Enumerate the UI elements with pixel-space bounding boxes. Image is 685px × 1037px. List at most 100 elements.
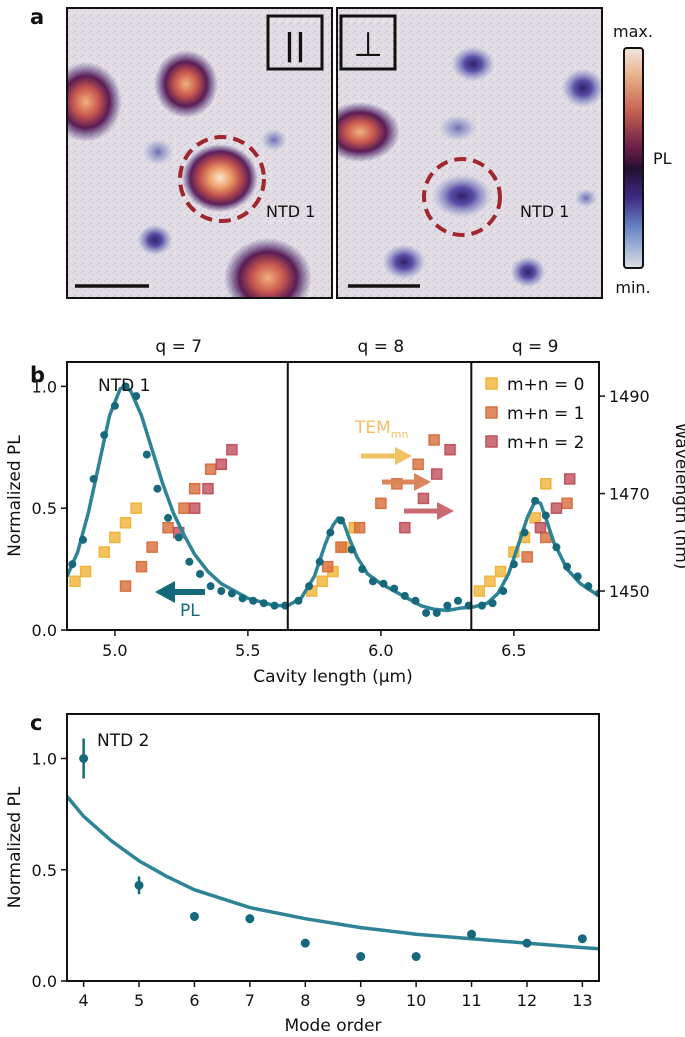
y-tick-label: 0.5: [32, 861, 57, 880]
wavelength-point-m0: [119, 517, 132, 529]
pl-data-point: [249, 596, 258, 605]
panel-c-frame: [66, 713, 600, 982]
pl-data-point: [573, 572, 582, 581]
x-axis-label: Cavity length (µm): [253, 667, 412, 687]
x-tick-label: 6.0: [368, 641, 393, 660]
wavelength-point-m2: [534, 521, 547, 534]
pl-data-point: [206, 582, 215, 591]
pl-data-point: [477, 601, 486, 610]
pl-map-perpendicular: [336, 7, 603, 299]
y-tick-label: 0.0: [32, 972, 57, 991]
y-tick-label: 1.0: [32, 750, 57, 769]
pl-data-point: [411, 596, 420, 605]
data-point: [577, 934, 587, 944]
wavelength-point-m0: [529, 512, 541, 524]
mode-arrow-head-0: [395, 447, 412, 465]
fit-curve: [67, 795, 599, 951]
pl-data-point: [174, 533, 183, 542]
x-tick-label: 10: [406, 991, 426, 1010]
pl-data-point: [488, 599, 497, 608]
wavelength-point-m2: [399, 521, 411, 534]
pl-data-point: [132, 392, 141, 401]
wavelength-point-m0: [484, 575, 496, 588]
pl-data-point: [294, 596, 303, 605]
wavelength-point-m1: [561, 497, 573, 510]
pl-data-point: [443, 601, 452, 610]
wavelength-point-m0: [316, 575, 329, 588]
wavelength-point-m1: [428, 434, 440, 446]
y2-tick-label: 1490: [609, 387, 650, 406]
polarizer-parallel-symbol: ||: [284, 28, 306, 63]
wavelength-point-m2: [226, 443, 238, 456]
wavelength-point-m1: [321, 560, 334, 573]
wavelength-point-m1: [119, 580, 132, 592]
pl-data-point: [520, 528, 529, 537]
pl-data-point: [400, 591, 409, 600]
wavelength-point-m0: [540, 478, 552, 490]
y2-axis-label: Wavelength (nm): [671, 423, 685, 570]
wavelength-point-m2: [215, 458, 228, 471]
pl-data-point: [552, 543, 561, 552]
colorbar-title: PL: [653, 149, 672, 168]
wavelength-point-m0: [130, 502, 142, 514]
pl-data-point: [196, 569, 204, 578]
q-label: q = 9: [512, 337, 559, 357]
y2-tick-label: 1450: [609, 582, 650, 601]
ntd1-label-perpendicular: NTD 1: [520, 202, 569, 221]
pl-data-point: [270, 601, 279, 610]
pl-data-point: [110, 401, 119, 410]
x-tick-label: 7: [245, 991, 255, 1010]
pl-data-point: [499, 587, 508, 596]
data-point: [356, 952, 366, 962]
data-point: [134, 880, 144, 890]
pl-data-point: [259, 599, 268, 608]
wavelength-point-m1: [335, 541, 347, 553]
mode-arrow-head-2: [437, 502, 454, 520]
data-point: [467, 929, 477, 939]
data-point: [300, 938, 310, 948]
pl-fit-line: [67, 384, 599, 613]
pl-data-point: [89, 474, 98, 483]
colorbar-max-label: max.: [613, 22, 653, 41]
ntd1-label-parallel: NTD 1: [266, 202, 315, 221]
pl-data-point: [432, 608, 441, 617]
wavelength-point-m1: [146, 541, 158, 553]
polarizer-box-parallel: [266, 14, 324, 71]
ntd1-circle-parallel: [178, 135, 266, 223]
wavelength-point-m2: [444, 443, 456, 456]
panel-a-label: a: [30, 5, 44, 29]
pl-data-point: [164, 513, 173, 522]
pl-data-point: [238, 594, 247, 603]
wavelength-point-m1: [178, 502, 190, 514]
x-tick-label: 4: [79, 991, 89, 1010]
pl-data-point: [368, 577, 377, 586]
q-label: q = 7: [155, 337, 202, 357]
y-tick-label: 0.0: [32, 621, 57, 640]
pl-data-point: [509, 560, 518, 569]
colorbar: [623, 47, 644, 269]
pl-data-point: [185, 557, 194, 566]
panel-b-chart: 5.0 5.5 6.0 6.5 0.0 0.5 1.0 1450 1470 1490 Cavity …: [5, 337, 685, 687]
legend-swatch-m1: [485, 406, 498, 419]
x-tick-label: 6: [189, 991, 199, 1010]
polarizer-perpendicular-symbol: ⊥: [353, 25, 383, 65]
x-tick-label: 11: [461, 991, 481, 1010]
pl-data-point: [563, 562, 572, 571]
pl-data-point: [78, 535, 87, 544]
pl-data-point: [336, 516, 345, 525]
tem-subscript: mn: [391, 428, 409, 441]
x-tick-label: 9: [356, 991, 366, 1010]
wavelength-point-m2: [430, 468, 443, 480]
x-axis-label: Mode order: [284, 1016, 381, 1036]
panel-c-chart: 4 5 6 7 8 9 10 11 12 13 0.0 0.5 1.0 Mode order Normali…: [5, 713, 600, 1036]
wavelength-point-m1: [162, 521, 174, 534]
pl-data-point: [227, 589, 236, 598]
pl-data-point: [454, 596, 463, 605]
wavelength-point-m0: [473, 585, 486, 597]
pl-data-point: [379, 579, 388, 588]
q-label: q = 8: [358, 337, 405, 357]
data-point: [245, 914, 255, 924]
wavelength-point-m1: [521, 551, 533, 563]
pl-data-point: [315, 557, 324, 566]
x-tick-label: 5: [134, 991, 144, 1010]
